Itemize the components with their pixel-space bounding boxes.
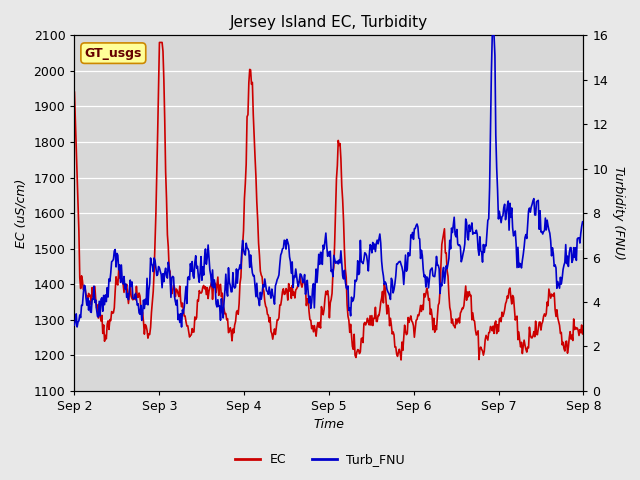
Y-axis label: Turbidity (FNU): Turbidity (FNU) bbox=[612, 166, 625, 260]
Y-axis label: EC (uS/cm): EC (uS/cm) bbox=[15, 179, 28, 248]
X-axis label: Time: Time bbox=[314, 419, 344, 432]
Text: GT_usgs: GT_usgs bbox=[84, 47, 142, 60]
Legend: EC, Turb_FNU: EC, Turb_FNU bbox=[230, 448, 410, 471]
Title: Jersey Island EC, Turbidity: Jersey Island EC, Turbidity bbox=[230, 15, 428, 30]
